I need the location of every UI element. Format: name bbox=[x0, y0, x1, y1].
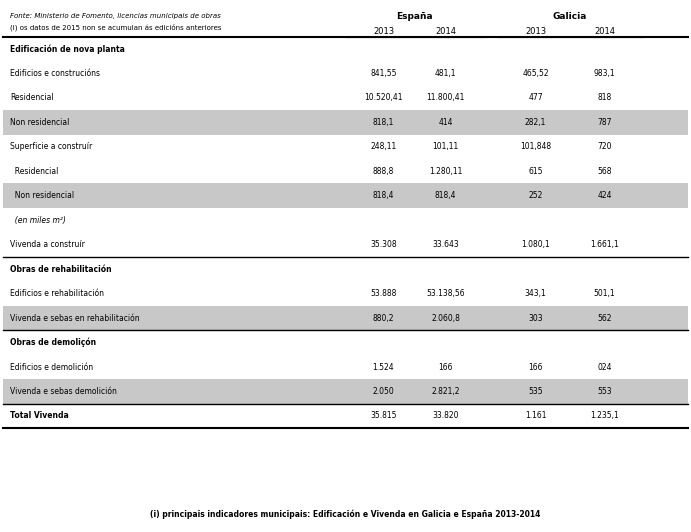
Text: Fonte: Ministerio de Fomento, licencias municipais de obras: Fonte: Ministerio de Fomento, licencias … bbox=[10, 13, 221, 19]
Text: 1.080,1: 1.080,1 bbox=[521, 240, 550, 249]
Text: 53.888: 53.888 bbox=[370, 289, 397, 298]
Text: 615: 615 bbox=[529, 167, 542, 176]
Text: 252: 252 bbox=[529, 191, 542, 200]
Text: 1.161: 1.161 bbox=[524, 411, 547, 420]
Text: 2.060,8: 2.060,8 bbox=[431, 313, 460, 322]
Text: 720: 720 bbox=[598, 142, 612, 151]
Text: 818: 818 bbox=[598, 93, 612, 102]
Text: 424: 424 bbox=[598, 191, 612, 200]
Text: 818,4: 818,4 bbox=[372, 191, 395, 200]
Text: 10.520,41: 10.520,41 bbox=[364, 93, 403, 102]
Text: 562: 562 bbox=[598, 313, 612, 322]
Text: 818,4: 818,4 bbox=[435, 191, 457, 200]
Text: 983,1: 983,1 bbox=[594, 69, 616, 78]
Text: Obras de demoliçón: Obras de demoliçón bbox=[10, 338, 97, 347]
Text: 11.800,41: 11.800,41 bbox=[426, 93, 465, 102]
Text: 282,1: 282,1 bbox=[525, 118, 546, 127]
Text: 248,11: 248,11 bbox=[370, 142, 397, 151]
Text: 465,52: 465,52 bbox=[522, 69, 549, 78]
Text: 2014: 2014 bbox=[435, 27, 456, 36]
Text: 481,1: 481,1 bbox=[435, 69, 457, 78]
Text: Obras de rehabilitación: Obras de rehabilitación bbox=[10, 264, 112, 273]
Bar bbox=[3, 184, 688, 208]
Text: Non residencial: Non residencial bbox=[10, 118, 70, 127]
Text: 166: 166 bbox=[439, 362, 453, 371]
Bar bbox=[3, 110, 688, 135]
Text: 101,11: 101,11 bbox=[433, 142, 459, 151]
Text: 477: 477 bbox=[528, 93, 543, 102]
Text: Vivenda e sebas en rehabilitación: Vivenda e sebas en rehabilitación bbox=[10, 313, 140, 322]
Text: 53.138,56: 53.138,56 bbox=[426, 289, 465, 298]
Bar bbox=[3, 379, 688, 404]
Text: 1.524: 1.524 bbox=[372, 362, 395, 371]
Text: Edificios e rehabilitación: Edificios e rehabilitación bbox=[10, 289, 104, 298]
Text: 33.643: 33.643 bbox=[433, 240, 459, 249]
Text: 888,8: 888,8 bbox=[373, 167, 394, 176]
Bar bbox=[3, 306, 688, 330]
Text: 568: 568 bbox=[598, 167, 612, 176]
Text: Vivenda a construír: Vivenda a construír bbox=[10, 240, 85, 249]
Text: Edificación de nova planta: Edificación de nova planta bbox=[10, 44, 125, 54]
Text: 024: 024 bbox=[598, 362, 612, 371]
Text: 1.235,1: 1.235,1 bbox=[590, 411, 619, 420]
Text: (i) principais indicadores municipais: Edificación e Vivenda en Galicia e España: (i) principais indicadores municipais: E… bbox=[151, 509, 540, 519]
Text: 2014: 2014 bbox=[594, 27, 615, 36]
Text: 166: 166 bbox=[529, 362, 542, 371]
Text: Residencial: Residencial bbox=[10, 167, 59, 176]
Text: 2013: 2013 bbox=[373, 27, 394, 36]
Text: 414: 414 bbox=[439, 118, 453, 127]
Text: (en miles m²): (en miles m²) bbox=[10, 215, 66, 225]
Text: 303: 303 bbox=[528, 313, 543, 322]
Text: 343,1: 343,1 bbox=[524, 289, 547, 298]
Text: Superficie a construír: Superficie a construír bbox=[10, 142, 93, 151]
Text: 1.661,1: 1.661,1 bbox=[590, 240, 619, 249]
Text: 2013: 2013 bbox=[525, 27, 546, 36]
Text: 1.280,11: 1.280,11 bbox=[429, 167, 462, 176]
Text: 35.308: 35.308 bbox=[370, 240, 397, 249]
Text: Residencial: Residencial bbox=[10, 93, 54, 102]
Text: 553: 553 bbox=[597, 387, 612, 396]
Text: Non residencial: Non residencial bbox=[10, 191, 75, 200]
Text: Edificios e demolición: Edificios e demolición bbox=[10, 362, 93, 371]
Text: 787: 787 bbox=[598, 118, 612, 127]
Text: 35.815: 35.815 bbox=[370, 411, 397, 420]
Text: España: España bbox=[396, 12, 433, 21]
Text: 841,55: 841,55 bbox=[370, 69, 397, 78]
Text: 101,848: 101,848 bbox=[520, 142, 551, 151]
Text: 501,1: 501,1 bbox=[594, 289, 616, 298]
Text: Vivenda e sebas demolición: Vivenda e sebas demolición bbox=[10, 387, 117, 396]
Text: Total Vivenda: Total Vivenda bbox=[10, 411, 69, 420]
Text: 33.820: 33.820 bbox=[433, 411, 459, 420]
Text: 535: 535 bbox=[528, 387, 543, 396]
Text: 2.821,2: 2.821,2 bbox=[431, 387, 460, 396]
Text: Galicia: Galicia bbox=[553, 12, 587, 21]
Text: (i) os datos de 2015 non se acumulan ás edicións anteriores: (i) os datos de 2015 non se acumulan ás … bbox=[10, 24, 222, 31]
Text: 2.050: 2.050 bbox=[372, 387, 395, 396]
Text: Edificios e construcións: Edificios e construcións bbox=[10, 69, 100, 78]
Text: 880,2: 880,2 bbox=[372, 313, 395, 322]
Text: 818,1: 818,1 bbox=[373, 118, 394, 127]
